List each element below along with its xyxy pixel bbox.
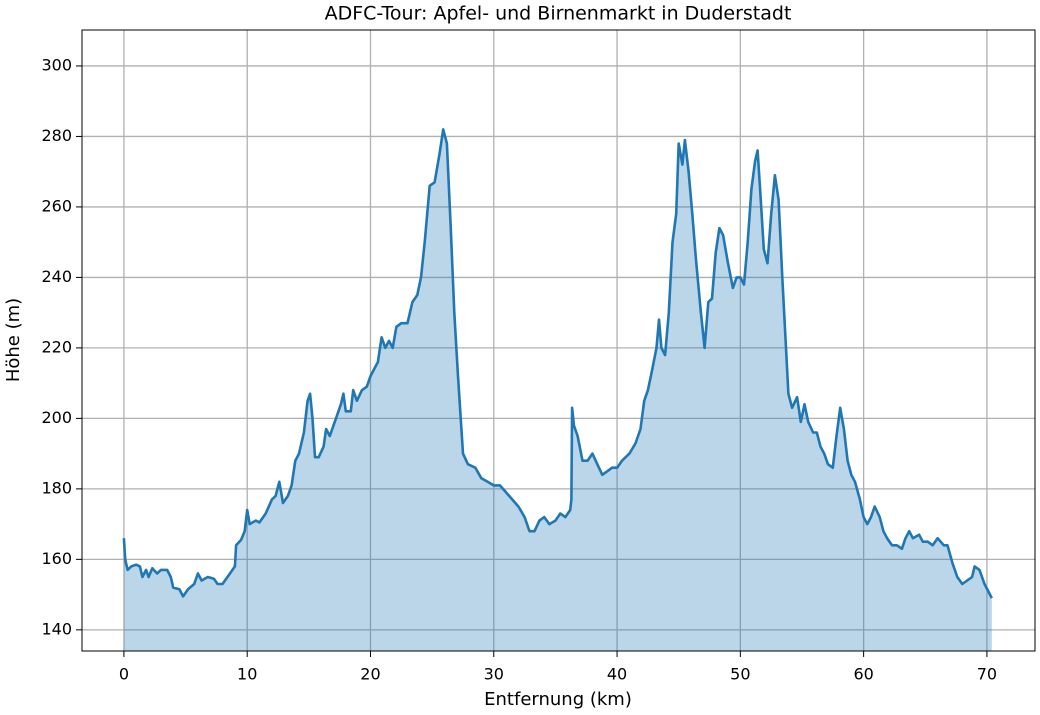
x-tick-label: 20	[360, 665, 380, 684]
x-tick-label: 30	[484, 665, 504, 684]
x-tick-label: 40	[607, 665, 627, 684]
x-axis-label: Entfernung (km)	[484, 689, 632, 710]
elevation-line	[122, 128, 993, 599]
y-tick-label: 160	[41, 549, 72, 568]
x-tick-label: 50	[730, 665, 750, 684]
x-tick-label: 70	[977, 665, 997, 684]
y-tick-label: 200	[41, 408, 72, 427]
y-tick-label: 280	[41, 126, 72, 145]
y-tick-label: 300	[41, 55, 72, 74]
y-tick-label: 260	[41, 196, 72, 215]
y-tick-label: 240	[41, 267, 72, 286]
y-tick-label: 220	[41, 337, 72, 356]
x-tick-label: 10	[237, 665, 257, 684]
y-tick-label: 140	[41, 619, 72, 638]
plot-frame	[81, 29, 1036, 652]
y-axis-label: Höhe (m)	[3, 298, 24, 382]
y-tick-label: 180	[41, 478, 72, 497]
x-tick-label: 0	[119, 665, 129, 684]
area-fill	[123, 129, 992, 651]
chart-title: ADFC-Tour: Apfel- und Birnenmarkt in Dud…	[325, 3, 792, 25]
x-tick-label: 60	[853, 665, 873, 684]
